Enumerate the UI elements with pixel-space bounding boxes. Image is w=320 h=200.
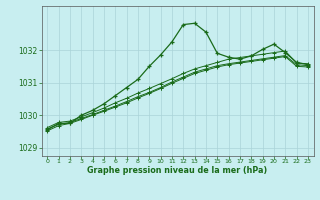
X-axis label: Graphe pression niveau de la mer (hPa): Graphe pression niveau de la mer (hPa) (87, 166, 268, 175)
